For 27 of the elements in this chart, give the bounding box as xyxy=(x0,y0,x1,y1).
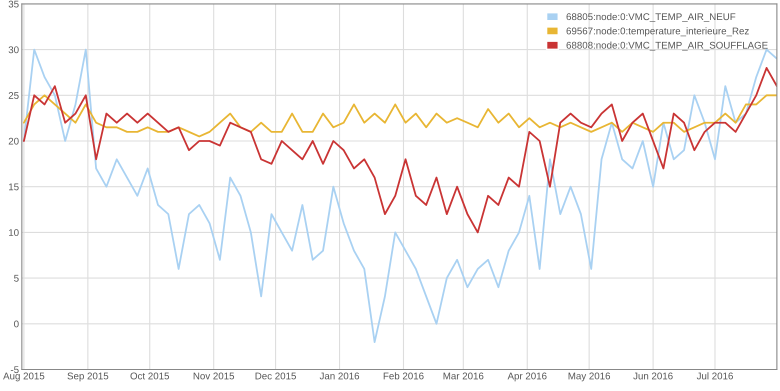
x-tick-label: Jul 2016 xyxy=(696,372,733,380)
x-tick-label: Feb 2016 xyxy=(384,372,424,380)
x-tick-label: Jun 2016 xyxy=(633,372,673,380)
x-tick-label: Sep 2015 xyxy=(67,372,108,382)
y-tick-label: 35 xyxy=(8,0,19,8)
y-tick-label: -5 xyxy=(10,366,19,374)
legend-label: 68805:node:0:VMC_TEMP_AIR_NEUF xyxy=(566,13,736,22)
x-tick-label: Apr 2016 xyxy=(508,372,547,382)
x-tick-label: Aug 2015 xyxy=(3,372,44,382)
x-tick-label: Oct 2015 xyxy=(130,372,170,380)
y-tick-label: 5 xyxy=(14,274,19,282)
y-tick-label: 10 xyxy=(8,229,19,236)
line-series xyxy=(23,94,777,138)
y-tick-label: 20 xyxy=(8,138,19,145)
x-tick-label: Nov 2015 xyxy=(194,372,234,380)
x-tick-label: May 2016 xyxy=(568,372,610,382)
y-tick-label: 15 xyxy=(8,184,19,190)
x-tick-label: Mar 2016 xyxy=(444,372,484,380)
legend-label: 68808:node:0:VMC_TEMP_AIR_SOUFFLAGE xyxy=(566,42,768,51)
line-series xyxy=(23,48,777,343)
line-series xyxy=(23,66,777,234)
x-tick-label: Dec 2015 xyxy=(256,372,296,380)
y-tick-label: 30 xyxy=(8,46,19,54)
y-tick-label: 0 xyxy=(14,320,19,328)
x-tick-label: Jan 2016 xyxy=(320,372,360,380)
y-tick-label: 25 xyxy=(8,92,19,99)
legend-label: 69567:node:0:temperature_interieure_Rez xyxy=(566,27,749,36)
